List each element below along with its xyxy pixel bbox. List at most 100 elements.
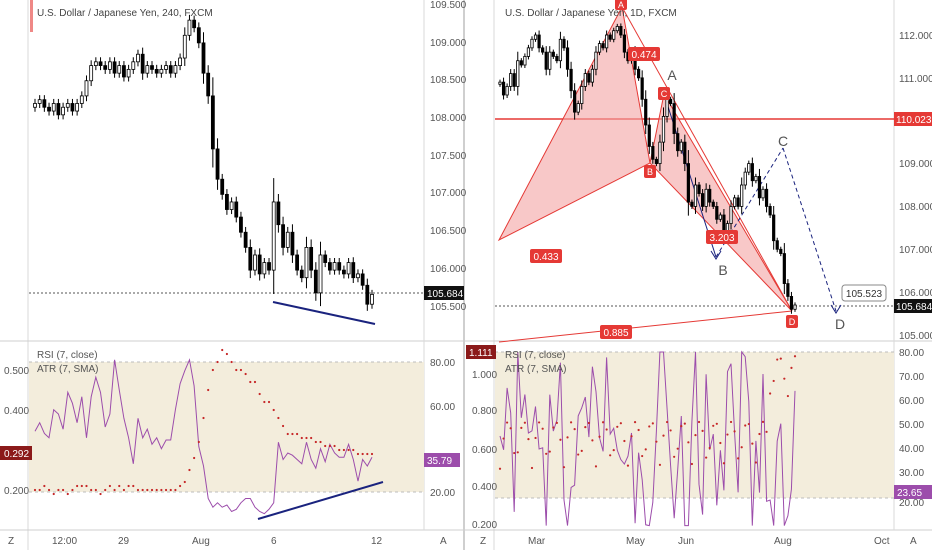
candle-body bbox=[37, 99, 42, 104]
right-rsi-tick: 80.00 bbox=[899, 348, 924, 359]
atr-dot bbox=[530, 466, 534, 470]
left-rsi-badge-text: 35.79 bbox=[427, 456, 452, 467]
atr-dot bbox=[197, 440, 200, 444]
atr-dot bbox=[221, 348, 224, 352]
right-time-label: Oct bbox=[874, 536, 890, 547]
candle-body bbox=[711, 201, 715, 207]
badge-c-text: C bbox=[661, 89, 668, 99]
candle-body bbox=[168, 65, 173, 74]
left-atr-tick: 0.200 bbox=[4, 486, 29, 497]
candle-body bbox=[262, 262, 267, 275]
pattern-triangle-xab bbox=[497, 5, 651, 242]
candle-body bbox=[708, 188, 712, 203]
candle-body bbox=[615, 26, 619, 32]
candle-body bbox=[541, 47, 545, 53]
atr-dot bbox=[569, 421, 573, 424]
atr-dot bbox=[534, 436, 537, 440]
atr-dot bbox=[644, 448, 647, 451]
atr-dot bbox=[216, 360, 219, 364]
atr-dot bbox=[33, 488, 37, 492]
atr-dot bbox=[498, 467, 502, 470]
candle-body bbox=[597, 43, 602, 53]
candle-body bbox=[117, 65, 122, 74]
atr-dot bbox=[520, 426, 523, 429]
candle-body bbox=[215, 148, 220, 180]
candle-body bbox=[164, 65, 168, 70]
candle-body bbox=[740, 184, 744, 207]
atr-dot bbox=[253, 380, 257, 384]
candle-body bbox=[654, 158, 658, 164]
abcd-leg-cd bbox=[782, 147, 837, 312]
candle-body bbox=[304, 246, 309, 279]
price-divergence-line bbox=[272, 301, 376, 325]
target-callout: 105.523 bbox=[841, 284, 887, 302]
point-c-label: C bbox=[778, 133, 788, 149]
candle-body bbox=[295, 254, 300, 271]
atr-dot bbox=[623, 439, 626, 443]
candle-body bbox=[145, 65, 150, 74]
candle-body bbox=[558, 38, 563, 62]
candle-body bbox=[764, 188, 769, 207]
left-chart-title: U.S. Dollar / Japanese Yen, 240, FXCM bbox=[37, 8, 213, 19]
left-rsi-tick: 20.00 bbox=[430, 488, 455, 499]
candle-body bbox=[647, 124, 651, 147]
candle-body bbox=[150, 65, 154, 70]
left-scale-toggle[interactable]: Z bbox=[8, 536, 14, 547]
badge-b-text: B bbox=[647, 167, 653, 177]
ratio-1-text: 0.474 bbox=[631, 50, 656, 61]
atr-dot bbox=[296, 432, 299, 436]
candle-body bbox=[576, 103, 580, 113]
atr-dot bbox=[366, 452, 369, 456]
right-auto-scale-toggle[interactable]: A bbox=[910, 536, 917, 547]
candle-body bbox=[107, 61, 112, 70]
left-rsi-band bbox=[29, 362, 424, 492]
atr-dot bbox=[783, 377, 786, 380]
candle-body bbox=[789, 296, 794, 310]
candle-body bbox=[736, 197, 740, 207]
left-price-tick: 106.000 bbox=[430, 264, 467, 275]
atr-dot bbox=[601, 421, 605, 424]
atr-dot bbox=[258, 392, 261, 396]
atr-dot bbox=[662, 434, 665, 437]
ratio-4-text: 0.885 bbox=[603, 328, 628, 339]
candle-body bbox=[98, 61, 103, 66]
atr-dot bbox=[169, 488, 172, 492]
atr-dot bbox=[174, 488, 177, 492]
left-price-tick: 105.500 bbox=[430, 302, 467, 313]
atr-dot bbox=[669, 429, 672, 432]
atr-dot bbox=[609, 454, 612, 457]
right-time-axis: Z Mar May Jun Aug Oct A bbox=[480, 536, 917, 547]
atr-dot bbox=[272, 408, 275, 412]
candle-body bbox=[271, 201, 276, 271]
right-time-label: Jun bbox=[678, 536, 694, 547]
candle-body bbox=[210, 95, 215, 150]
candle-body bbox=[313, 269, 318, 294]
atr-dot bbox=[502, 437, 505, 440]
candle-body bbox=[658, 141, 662, 164]
atr-dot bbox=[761, 420, 765, 424]
atr-dot bbox=[737, 457, 740, 460]
candle-body bbox=[519, 60, 523, 66]
right-atr-tick: 0.400 bbox=[472, 482, 497, 493]
atr-dot bbox=[333, 444, 336, 448]
right-level-badge: 110.023 bbox=[894, 112, 932, 126]
left-auto-scale-toggle[interactable]: A bbox=[440, 536, 447, 547]
atr-dot bbox=[122, 488, 126, 492]
left-price-tick: 109.500 bbox=[430, 0, 467, 11]
atr-dot bbox=[641, 454, 644, 458]
atr-dot bbox=[598, 435, 601, 438]
candle-body bbox=[533, 34, 538, 40]
atr-dot bbox=[751, 442, 754, 445]
atr-dot bbox=[509, 427, 512, 430]
right-scale-toggle[interactable]: Z bbox=[480, 536, 486, 547]
atr-dot bbox=[38, 488, 41, 492]
atr-dot bbox=[160, 488, 163, 492]
left-time-label: Aug bbox=[192, 536, 210, 547]
candle-body bbox=[327, 262, 332, 271]
atr-dot bbox=[630, 435, 633, 438]
atr-dot bbox=[347, 448, 350, 452]
candle-body bbox=[516, 60, 520, 87]
candle-body bbox=[683, 141, 687, 164]
badge-top-text: A bbox=[618, 0, 624, 10]
